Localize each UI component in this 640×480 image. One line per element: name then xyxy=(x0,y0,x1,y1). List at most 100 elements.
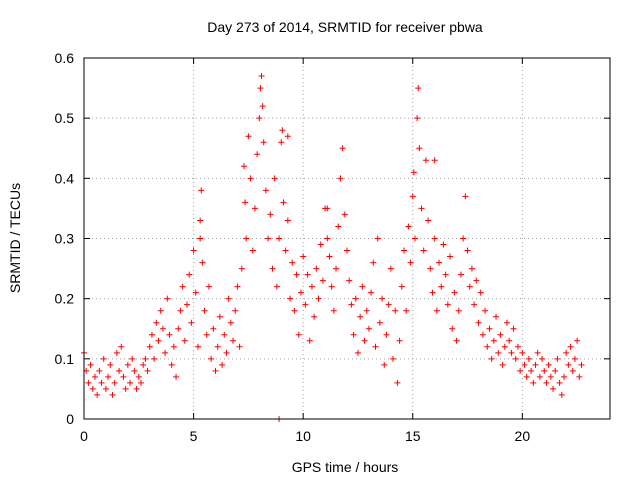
data-point-marker xyxy=(311,313,318,320)
data-point-marker xyxy=(232,307,239,314)
x-tick-label: 0 xyxy=(80,428,88,444)
data-point-marker xyxy=(127,379,134,386)
data-point-marker xyxy=(148,331,155,338)
data-point-marker xyxy=(525,355,532,362)
data-point-marker xyxy=(385,301,392,308)
data-point-marker xyxy=(181,337,188,344)
data-point-marker xyxy=(265,235,272,242)
data-point-marker xyxy=(118,343,125,350)
data-point-marker xyxy=(414,115,421,122)
data-point-marker xyxy=(328,283,335,290)
data-point-marker xyxy=(102,385,109,392)
data-points xyxy=(81,73,585,422)
data-point-marker xyxy=(415,85,422,92)
data-point-marker xyxy=(203,331,210,338)
data-point-marker xyxy=(390,355,397,362)
data-point-marker xyxy=(212,367,219,374)
data-point-marker xyxy=(186,271,193,278)
data-point-marker xyxy=(105,373,112,380)
data-point-marker xyxy=(173,373,180,380)
data-point-marker xyxy=(300,253,307,260)
data-point-marker xyxy=(291,307,298,314)
data-point-marker xyxy=(324,205,331,212)
data-point-marker xyxy=(381,361,388,368)
data-point-marker xyxy=(361,337,368,344)
data-point-marker xyxy=(514,343,521,350)
data-point-marker xyxy=(324,235,331,242)
data-point-marker xyxy=(466,283,473,290)
y-tick-label: 0.4 xyxy=(55,170,75,186)
data-point-marker xyxy=(499,361,506,368)
data-point-marker xyxy=(578,361,585,368)
data-point-marker xyxy=(411,235,418,242)
y-tick-label: 0.5 xyxy=(55,110,75,126)
x-tick-label: 20 xyxy=(515,428,531,444)
data-point-marker xyxy=(271,175,278,182)
data-point-marker xyxy=(359,283,366,290)
data-point-marker xyxy=(517,367,524,374)
data-point-marker xyxy=(262,187,269,194)
data-point-marker xyxy=(284,217,291,224)
data-point-marker xyxy=(488,355,495,362)
data-point-marker xyxy=(523,373,530,380)
data-point-marker xyxy=(234,283,241,290)
data-point-marker xyxy=(462,193,469,200)
data-point-marker xyxy=(175,325,182,332)
data-point-marker xyxy=(442,271,449,278)
data-point-marker xyxy=(519,349,526,356)
data-point-marker xyxy=(302,301,309,308)
data-point-marker xyxy=(131,367,138,374)
data-point-marker xyxy=(146,343,153,350)
data-point-marker xyxy=(284,133,291,140)
data-point-marker xyxy=(142,355,149,362)
data-point-marker xyxy=(89,385,96,392)
x-tick-label: 15 xyxy=(405,428,421,444)
data-point-marker xyxy=(96,367,103,374)
data-point-marker xyxy=(394,379,401,386)
axis-ticks: 0 0.1 0.2 0.3 0.4 0.5 0.6 0 5 10 15 20 xyxy=(55,50,610,444)
data-point-marker xyxy=(247,175,254,182)
data-point-marker xyxy=(431,235,438,242)
data-point-marker xyxy=(230,337,237,344)
data-point-marker xyxy=(357,313,364,320)
data-point-marker xyxy=(153,319,160,326)
data-point-marker xyxy=(205,283,212,290)
y-axis-label: SRMTID / TECUs xyxy=(7,183,23,293)
data-point-marker xyxy=(477,289,484,296)
data-point-marker xyxy=(258,73,265,80)
data-point-marker xyxy=(550,385,557,392)
data-point-marker xyxy=(471,301,478,308)
data-point-marker xyxy=(245,133,252,140)
y-tick-label: 0.1 xyxy=(55,351,75,367)
data-point-marker xyxy=(339,145,346,152)
data-point-marker xyxy=(159,325,166,332)
data-point-marker xyxy=(563,349,570,356)
data-point-marker xyxy=(532,361,539,368)
data-point-marker xyxy=(177,307,184,314)
data-point-marker xyxy=(319,277,326,284)
data-point-marker xyxy=(164,295,171,302)
data-point-marker xyxy=(427,265,434,272)
x-tick-label: 5 xyxy=(190,428,198,444)
data-point-marker xyxy=(326,253,333,260)
x-axis-label: GPS time / hours xyxy=(292,459,399,475)
data-point-marker xyxy=(243,235,250,242)
data-point-marker xyxy=(254,151,261,158)
data-point-marker xyxy=(94,391,101,398)
data-point-marker xyxy=(260,139,267,146)
data-point-marker xyxy=(280,199,287,206)
data-point-marker xyxy=(278,139,285,146)
data-point-marker xyxy=(543,379,550,386)
data-point-marker xyxy=(87,361,94,368)
data-point-marker xyxy=(475,319,482,326)
data-point-marker xyxy=(374,235,381,242)
data-point-marker xyxy=(308,283,315,290)
data-point-marker xyxy=(447,253,454,260)
data-point-marker xyxy=(460,235,467,242)
data-point-marker xyxy=(198,187,205,194)
data-point-marker xyxy=(210,325,217,332)
data-point-marker xyxy=(144,367,151,374)
data-point-marker xyxy=(122,385,129,392)
data-point-marker xyxy=(495,349,502,356)
